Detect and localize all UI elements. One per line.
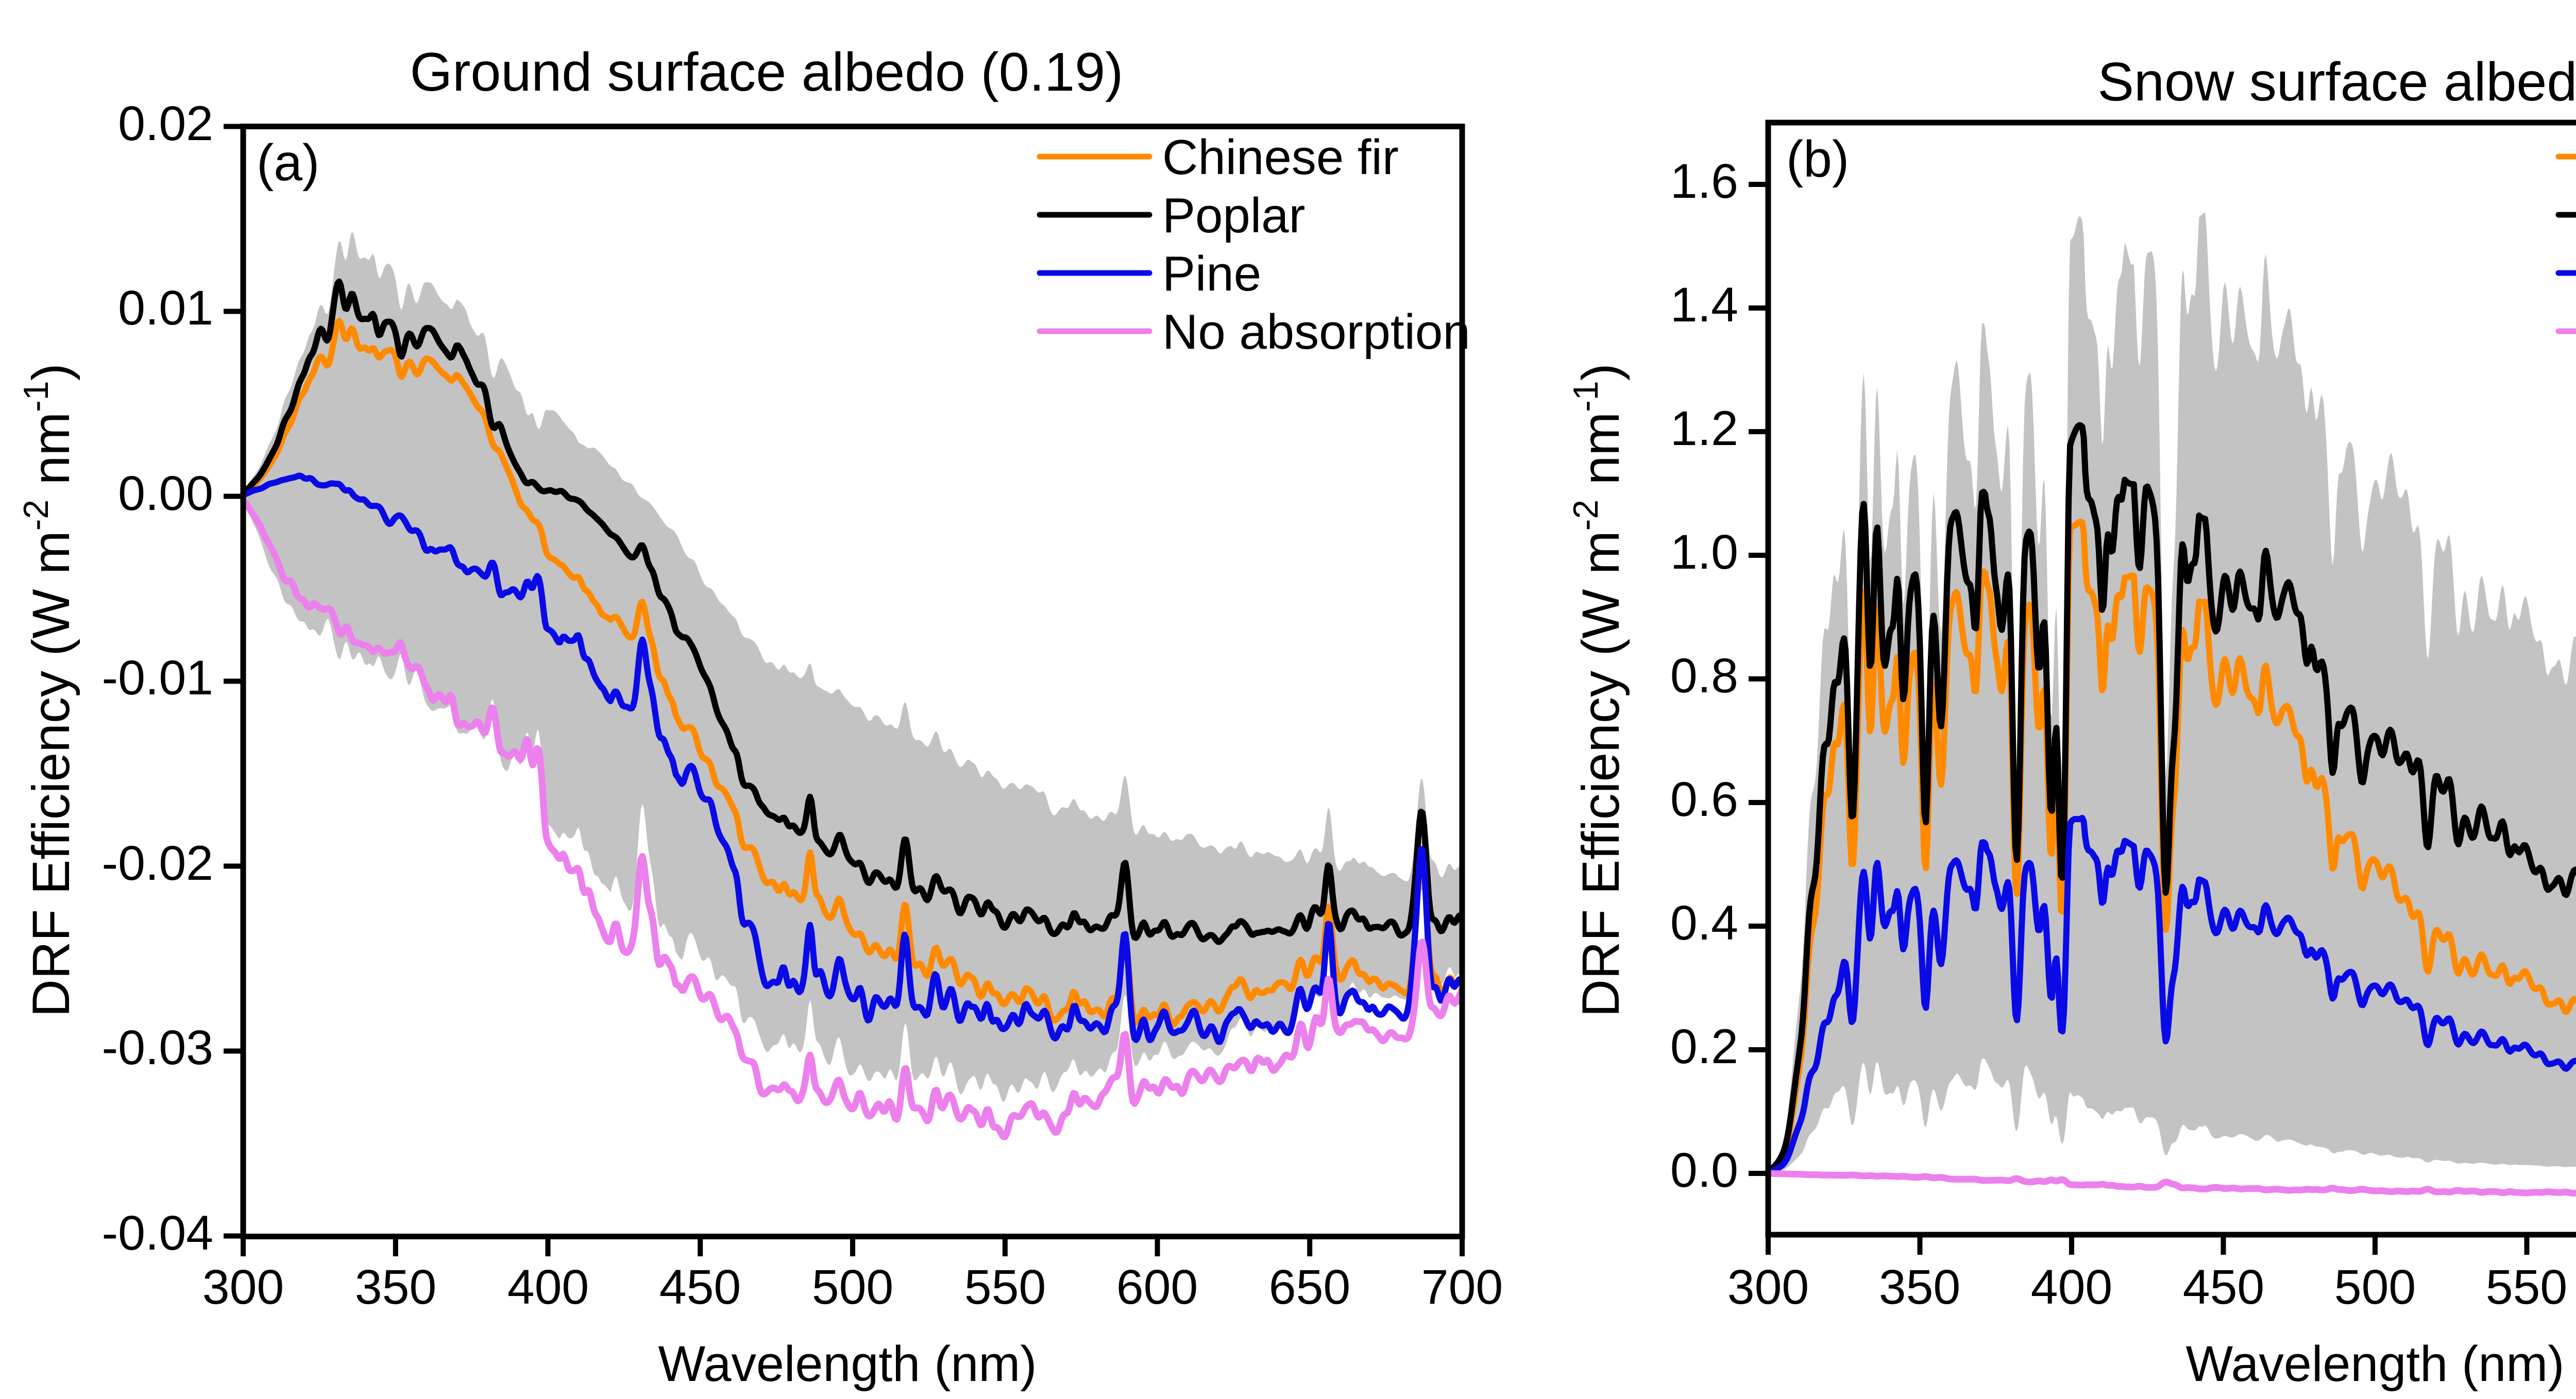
svg-text:Wavelength (nm): Wavelength (nm) [2186,1336,2565,1392]
svg-text:Pine: Pine [1162,246,1261,301]
svg-text:1.6: 1.6 [1670,154,1738,209]
svg-text:500: 500 [2334,1260,2416,1315]
svg-text:300: 300 [1727,1260,1809,1315]
svg-text:550: 550 [2486,1260,2568,1315]
svg-text:Chinese fir: Chinese fir [1162,130,1399,185]
svg-text:300: 300 [202,1260,284,1315]
svg-text:450: 450 [659,1260,741,1315]
svg-text:0.00: 0.00 [118,466,213,521]
svg-text:400: 400 [2031,1260,2113,1315]
svg-text:1.4: 1.4 [1670,278,1738,332]
svg-text:700: 700 [1421,1260,1503,1315]
svg-text:0.8: 0.8 [1670,649,1738,703]
svg-text:0.0: 0.0 [1670,1143,1738,1198]
svg-text:600: 600 [1116,1260,1198,1315]
svg-text:450: 450 [2183,1260,2265,1315]
svg-text:Poplar: Poplar [1162,188,1306,243]
svg-text:(b): (b) [1786,130,1849,188]
svg-text:0.4: 0.4 [1670,896,1738,950]
svg-text:1.0: 1.0 [1670,525,1738,579]
svg-text:Ground surface albedo (0.19): Ground surface albedo (0.19) [410,42,1124,103]
svg-text:DRF Efficiency (W m-2 nm-1): DRF Efficiency (W m-2 nm-1) [1566,363,1630,1017]
svg-text:1.2: 1.2 [1670,401,1738,456]
svg-text:-0.01: -0.01 [101,651,213,705]
svg-text:650: 650 [1269,1260,1351,1315]
svg-text:Wavelength (nm): Wavelength (nm) [658,1336,1037,1392]
svg-text:350: 350 [1879,1260,1961,1315]
svg-text:550: 550 [964,1260,1046,1315]
svg-text:-0.02: -0.02 [101,836,213,891]
svg-text:0.2: 0.2 [1670,1019,1738,1074]
svg-text:400: 400 [507,1260,589,1315]
svg-text:DRF Efficiency (W m-2 nm-1): DRF Efficiency (W m-2 nm-1) [16,363,80,1017]
svg-text:0.6: 0.6 [1670,772,1738,827]
svg-text:-0.03: -0.03 [101,1020,213,1075]
svg-text:No absorption: No absorption [1162,304,1470,360]
svg-text:0.01: 0.01 [118,281,213,335]
svg-text:-0.04: -0.04 [101,1206,213,1260]
svg-text:0.02: 0.02 [118,96,213,151]
svg-text:Snow surface albedo (0.8): Snow surface albedo (0.8) [2097,52,2576,112]
svg-text:(a): (a) [257,134,319,192]
svg-text:350: 350 [355,1260,437,1315]
svg-text:500: 500 [812,1260,894,1315]
